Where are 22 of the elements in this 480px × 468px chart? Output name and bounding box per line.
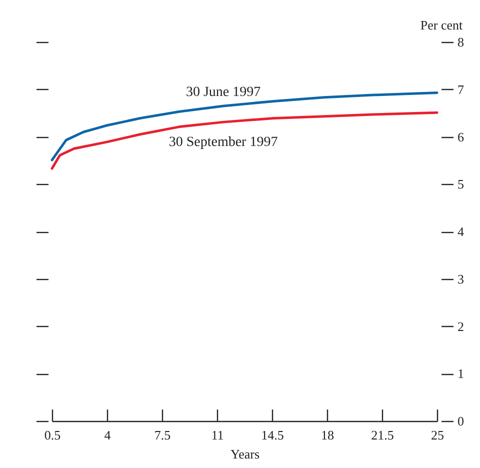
y-tick-label: 4 bbox=[458, 224, 464, 239]
x-tick-label: 18 bbox=[321, 428, 334, 442]
x-tick-label: 4 bbox=[104, 428, 112, 442]
y-tick-label: 3 bbox=[458, 271, 464, 286]
x-tick-label: 11 bbox=[211, 428, 224, 442]
x-tick-label: 21.5 bbox=[371, 428, 394, 442]
x-tick-label: 0.5 bbox=[44, 428, 61, 442]
x-tick-label: 14.5 bbox=[261, 428, 284, 442]
y-tick-label: 5 bbox=[458, 176, 464, 192]
series-label: 30 June 1997 bbox=[186, 84, 261, 100]
y-tick-label: 1 bbox=[458, 366, 464, 382]
x-tick-label: 25 bbox=[431, 428, 444, 442]
y-tick-label: 0 bbox=[458, 414, 464, 428]
series-label: 30 September 1997 bbox=[168, 135, 278, 150]
x-tick-label: 7.5 bbox=[154, 428, 171, 442]
y-axis-title: Per cent bbox=[420, 18, 463, 32]
y-tick-label: 8 bbox=[458, 34, 464, 50]
y-tick-label: 7 bbox=[458, 82, 464, 97]
x-axis-title: Years bbox=[230, 446, 260, 462]
y-tick-label: 6 bbox=[458, 129, 464, 144]
line-series bbox=[50, 111, 438, 170]
y-tick-label: 2 bbox=[458, 318, 464, 334]
